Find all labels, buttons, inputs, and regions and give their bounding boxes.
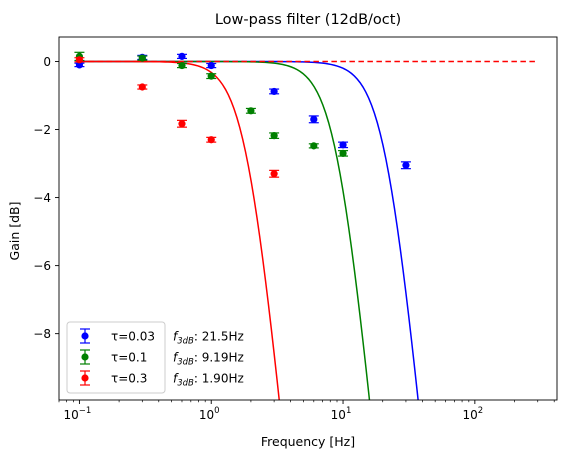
data-point-0-6 bbox=[338, 141, 349, 149]
marker bbox=[178, 61, 186, 70]
legend-f3db-1: f3dB: 9.19Hz bbox=[173, 350, 244, 367]
data-point-0-5 bbox=[308, 115, 319, 124]
marker bbox=[207, 61, 215, 70]
marker bbox=[178, 52, 186, 60]
legend-f3db-0: f3dB: 21.5Hz bbox=[173, 329, 244, 346]
marker bbox=[247, 107, 255, 115]
y-tick-label-2: −4 bbox=[33, 191, 51, 205]
marker bbox=[138, 83, 146, 91]
marker bbox=[402, 161, 410, 169]
marker bbox=[339, 141, 347, 149]
data-point-2-0 bbox=[74, 56, 85, 64]
data-point-0-3 bbox=[206, 61, 217, 70]
data-point-0-2 bbox=[176, 52, 187, 60]
y-tick-label-1: −2 bbox=[33, 123, 51, 137]
data-point-2-2 bbox=[176, 119, 187, 128]
marker bbox=[270, 132, 278, 140]
data-point-0-7 bbox=[400, 161, 411, 170]
marker bbox=[310, 115, 318, 123]
marker bbox=[75, 56, 84, 64]
legend-marker bbox=[81, 332, 89, 340]
x-axis-label: Frequency [Hz] bbox=[261, 434, 355, 449]
legend-handle-1 bbox=[80, 349, 90, 365]
legend-label-2: τ=0.3 bbox=[111, 371, 147, 385]
data-point-2-4 bbox=[269, 169, 280, 178]
marker bbox=[75, 61, 84, 69]
legend-handle-2 bbox=[80, 370, 90, 386]
legend-f3db-2: f3dB: 1.90Hz bbox=[173, 371, 244, 388]
legend: τ=0.03 f3dB: 21.5Hz τ=0.1 f3dB: 9.19Hz τ=0.3… bbox=[66, 321, 244, 394]
y-tick-label-3: −6 bbox=[33, 259, 51, 273]
marker bbox=[207, 136, 215, 144]
marker bbox=[310, 142, 318, 150]
legend-box bbox=[66, 321, 166, 394]
data-point-1-2 bbox=[176, 61, 187, 70]
data-point-2-1 bbox=[137, 83, 148, 91]
marker bbox=[138, 54, 146, 62]
marker bbox=[339, 149, 347, 157]
marker bbox=[270, 170, 278, 178]
data-point-2-3 bbox=[206, 136, 217, 144]
legend-handle-0 bbox=[80, 328, 90, 344]
legend-label-1: τ=0.1 bbox=[111, 350, 147, 364]
data-point-0-4 bbox=[269, 87, 280, 96]
data-point-1-6 bbox=[308, 142, 319, 150]
plot-area bbox=[74, 51, 538, 400]
data-point-1-3 bbox=[206, 72, 217, 80]
marker bbox=[270, 87, 278, 96]
y-tick-label-4: −8 bbox=[33, 327, 51, 341]
data-point-1-1 bbox=[137, 54, 148, 62]
y-axis-label: Gain [dB] bbox=[7, 202, 22, 261]
data-point-1-7 bbox=[338, 149, 349, 157]
data-point-0-0 bbox=[74, 61, 85, 69]
marker bbox=[178, 120, 186, 128]
legend-marker bbox=[81, 374, 89, 382]
data-point-1-5 bbox=[269, 132, 280, 140]
y-tick-label-0: 0 bbox=[43, 55, 51, 69]
axes-frame bbox=[58, 36, 558, 401]
data-point-1-4 bbox=[245, 107, 256, 115]
legend-marker bbox=[81, 353, 89, 361]
marker bbox=[207, 72, 215, 80]
chart-title: Low-pass filter (12dB/oct) bbox=[215, 12, 401, 28]
legend-label-0: τ=0.03 bbox=[111, 329, 155, 343]
